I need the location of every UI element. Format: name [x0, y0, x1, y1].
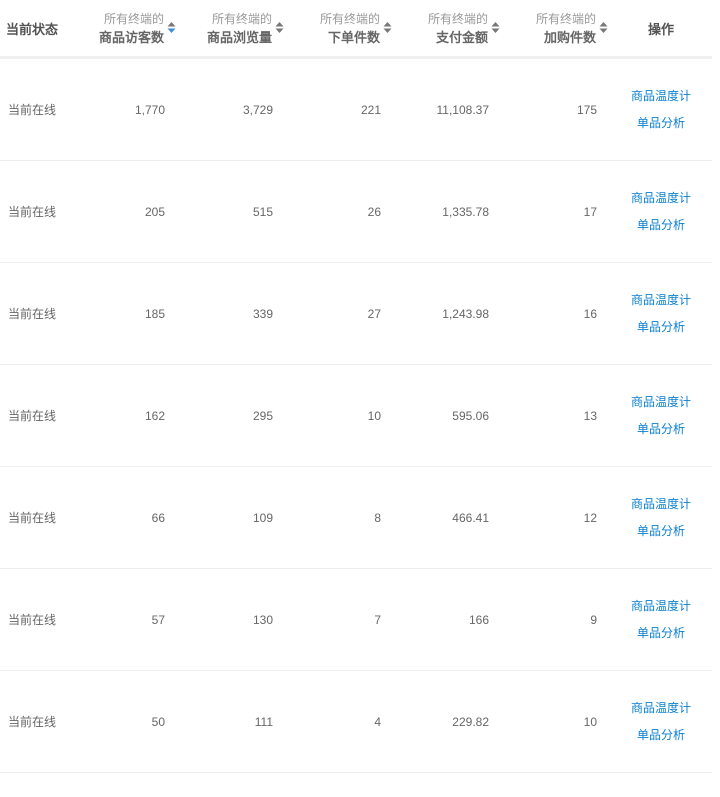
- header-sub-label: 所有终端的: [427, 12, 488, 26]
- single-product-analysis-link[interactable]: 单品分析: [636, 727, 685, 742]
- single-product-analysis-link[interactable]: 单品分析: [636, 625, 685, 640]
- header-sub-label: 所有终端的: [103, 12, 164, 26]
- table-row: 当前在线 66 109 8 466.41 12 商品温度计 单品分析: [0, 466, 712, 569]
- header-sub-label: 所有终端的: [319, 12, 380, 26]
- value-cell: 1,335.78: [394, 160, 502, 263]
- status-cell: 当前在线: [0, 670, 70, 773]
- status-cell: 当前在线: [0, 364, 70, 467]
- header-sortable-column[interactable]: 所有终端的下单件数: [286, 0, 394, 59]
- value-cell: 162: [70, 364, 178, 467]
- header-status: 当前状态: [0, 0, 70, 59]
- value-cell: 1,770: [70, 57, 178, 161]
- table-row: 当前在线 50 111 4 229.82 10 商品温度计 单品分析: [0, 670, 712, 773]
- value-cell: 27: [286, 262, 394, 365]
- value-cell: 12: [502, 466, 610, 569]
- status-cell: 当前在线: [0, 568, 70, 671]
- product-stats-table: 当前状态 所有终端的 商品访客数 所有终端的 商品浏览量 所有终端的 下单件数 所有终端的支…: [0, 0, 712, 773]
- value-cell: 339: [178, 262, 286, 365]
- sort-icon[interactable]: [275, 21, 284, 34]
- value-cell: 10: [502, 670, 610, 773]
- value-cell: 466.41: [394, 466, 502, 569]
- table-row: 当前在线 57 130 7 166 9 商品温度计 单品分析: [0, 568, 712, 671]
- product-thermometer-link[interactable]: 商品温度计: [630, 394, 691, 409]
- header-sortable-column[interactable]: 所有终端的加购件数: [502, 0, 610, 59]
- value-cell: 9: [502, 568, 610, 671]
- table-header: 当前状态 所有终端的 商品访客数 所有终端的 商品浏览量 所有终端的 下单件数 所有终端的支…: [0, 0, 712, 59]
- header-main-label: 商品访客数: [98, 30, 164, 45]
- value-cell: 3,729: [178, 57, 286, 161]
- actions-cell: 商品温度计 单品分析: [610, 568, 712, 671]
- value-cell: 10: [286, 364, 394, 467]
- value-cell: 11,108.37: [394, 57, 502, 161]
- value-cell: 166: [394, 568, 502, 671]
- product-thermometer-link[interactable]: 商品温度计: [630, 292, 691, 307]
- value-cell: 295: [178, 364, 286, 467]
- value-cell: 17: [502, 160, 610, 263]
- value-cell: 16: [502, 262, 610, 365]
- value-cell: 229.82: [394, 670, 502, 773]
- value-cell: 130: [178, 568, 286, 671]
- status-cell: 当前在线: [0, 466, 70, 569]
- header-main-label: 加购件数: [543, 30, 596, 45]
- value-cell: 515: [178, 160, 286, 263]
- single-product-analysis-link[interactable]: 单品分析: [636, 421, 685, 436]
- product-thermometer-link[interactable]: 商品温度计: [630, 190, 691, 205]
- value-cell: 50: [70, 670, 178, 773]
- single-product-analysis-link[interactable]: 单品分析: [636, 319, 685, 334]
- actions-cell: 商品温度计 单品分析: [610, 466, 712, 569]
- header-sortable-column[interactable]: 所有终端的支付金额: [394, 0, 502, 59]
- value-cell: 4: [286, 670, 394, 773]
- single-product-analysis-link[interactable]: 单品分析: [636, 523, 685, 538]
- status-cell: 当前在线: [0, 262, 70, 365]
- header-main-label: 下单件数: [327, 30, 380, 45]
- status-cell: 当前在线: [0, 57, 70, 161]
- value-cell: 13: [502, 364, 610, 467]
- header-sortable-column[interactable]: 所有终端的商品访客数: [70, 0, 178, 59]
- product-thermometer-link[interactable]: 商品温度计: [630, 700, 691, 715]
- value-cell: 185: [70, 262, 178, 365]
- header-actions: 操作: [610, 0, 712, 59]
- sort-icon[interactable]: [383, 21, 392, 34]
- sort-icon[interactable]: [599, 21, 608, 34]
- value-cell: 1,243.98: [394, 262, 502, 365]
- single-product-analysis-link[interactable]: 单品分析: [636, 115, 685, 130]
- header-sub-label: 所有终端的: [211, 12, 272, 26]
- value-cell: 26: [286, 160, 394, 263]
- value-cell: 595.06: [394, 364, 502, 467]
- table-row: 当前在线 185 339 27 1,243.98 16 商品温度计 单品分析: [0, 262, 712, 365]
- product-thermometer-link[interactable]: 商品温度计: [630, 598, 691, 613]
- actions-cell: 商品温度计 单品分析: [610, 364, 712, 467]
- product-thermometer-link[interactable]: 商品温度计: [630, 88, 691, 103]
- status-cell: 当前在线: [0, 160, 70, 263]
- header-sortable-column[interactable]: 所有终端的商品浏览量: [178, 0, 286, 59]
- header-sub-label: 所有终端的: [535, 12, 596, 26]
- sort-icon[interactable]: [491, 21, 500, 34]
- value-cell: 111: [178, 670, 286, 773]
- value-cell: 205: [70, 160, 178, 263]
- value-cell: 57: [70, 568, 178, 671]
- actions-cell: 商品温度计 单品分析: [610, 670, 712, 773]
- value-cell: 66: [70, 466, 178, 569]
- actions-cell: 商品温度计 单品分析: [610, 262, 712, 365]
- table-row: 当前在线 1,770 3,729 221 11,108.37 175 商品温度计 单品分析: [0, 57, 712, 161]
- header-main-label: 支付金额: [435, 30, 488, 45]
- value-cell: 221: [286, 57, 394, 161]
- value-cell: 109: [178, 466, 286, 569]
- actions-cell: 商品温度计 单品分析: [610, 160, 712, 263]
- table-row: 当前在线 162 295 10 595.06 13 商品温度计 单品分析: [0, 364, 712, 467]
- value-cell: 175: [502, 57, 610, 161]
- header-main-label: 商品浏览量: [206, 30, 272, 45]
- single-product-analysis-link[interactable]: 单品分析: [636, 217, 685, 232]
- table-row: 当前在线 205 515 26 1,335.78 17 商品温度计 单品分析: [0, 160, 712, 263]
- sort-icon[interactable]: [167, 21, 176, 34]
- product-thermometer-link[interactable]: 商品温度计: [630, 496, 691, 511]
- actions-cell: 商品温度计 单品分析: [610, 57, 712, 161]
- value-cell: 8: [286, 466, 394, 569]
- value-cell: 7: [286, 568, 394, 671]
